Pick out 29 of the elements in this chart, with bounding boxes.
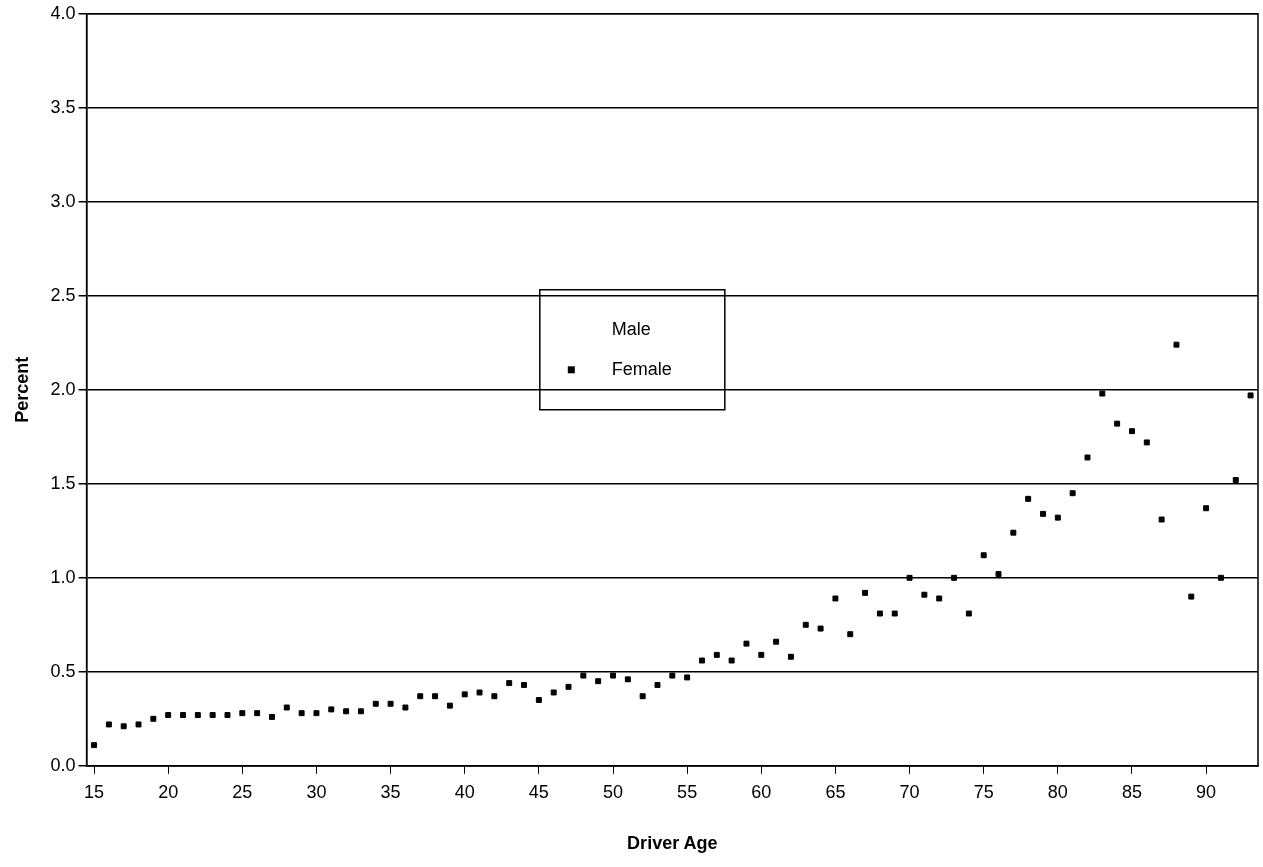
x-tick-label: 20 (158, 781, 179, 802)
legend-label: Female (611, 358, 672, 379)
y-tick-label: 2.0 (50, 378, 76, 399)
x-tick-label: 85 (1121, 781, 1142, 802)
text: Male (611, 318, 651, 339)
y-tick-label: 0.5 (50, 660, 76, 681)
x-tick-label: 35 (380, 781, 401, 802)
y-axis-title: Percent (11, 356, 32, 423)
x-tick-label: 65 (825, 781, 846, 802)
y-tick-label: 0.0 (50, 754, 76, 775)
x-tick-label: 30 (306, 781, 327, 802)
x-tick-label: 55 (677, 781, 698, 802)
y-tick-label: 3.5 (50, 96, 76, 117)
x-tick-label: 50 (602, 781, 624, 802)
y-tick-label: 1.0 (50, 566, 76, 587)
x-tick-label: 45 (528, 781, 549, 802)
y-tick-label: 1.5 (50, 472, 76, 493)
x-tick-label: 70 (899, 781, 920, 802)
y-tick-label: 4.0 (50, 2, 76, 23)
x-tick-label: 40 (454, 781, 475, 802)
x-axis-title: Driver Age (627, 833, 718, 854)
x-tick-label: 75 (973, 781, 994, 802)
x-tick-label: 25 (232, 781, 253, 802)
x-tick-label: 60 (751, 781, 772, 802)
y-tick-label: 3.0 (50, 190, 76, 211)
x-tick-label: 15 (84, 781, 105, 802)
x-tick-label: 90 (1196, 781, 1217, 802)
y-tick-label: 2.5 (50, 284, 76, 305)
x-tick-label: 80 (1047, 781, 1068, 802)
